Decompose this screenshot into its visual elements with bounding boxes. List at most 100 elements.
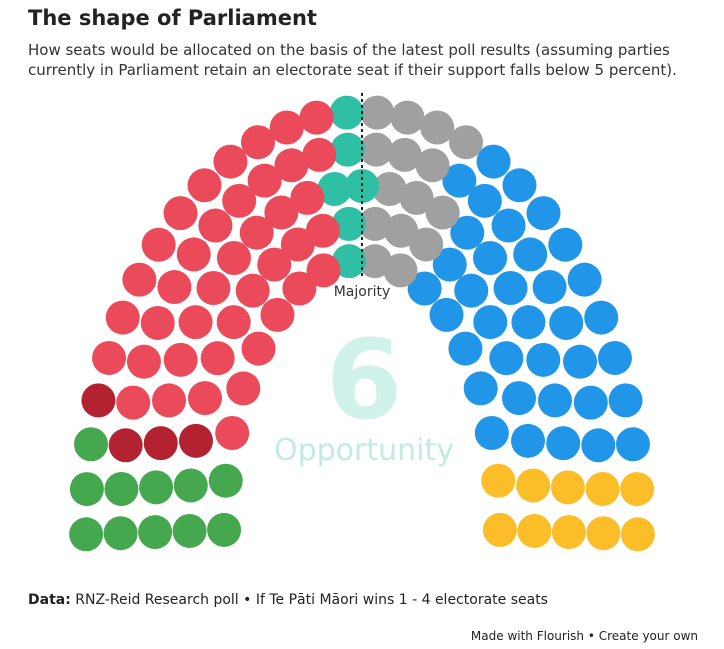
seat bbox=[517, 513, 552, 548]
credit: Made with Flourish • Create your own bbox=[470, 629, 698, 643]
seat bbox=[299, 100, 334, 135]
seat bbox=[584, 300, 619, 335]
seat bbox=[240, 125, 275, 160]
majority-label: Majority bbox=[334, 284, 391, 300]
seat bbox=[216, 241, 251, 276]
seat bbox=[467, 183, 502, 218]
seat bbox=[450, 215, 485, 250]
seat bbox=[359, 132, 394, 167]
seat bbox=[269, 110, 304, 145]
seat bbox=[187, 168, 222, 203]
seat bbox=[491, 208, 526, 243]
seat bbox=[383, 253, 418, 288]
seat bbox=[384, 213, 419, 248]
seat bbox=[163, 342, 198, 377]
seat bbox=[239, 215, 274, 250]
seat bbox=[108, 428, 143, 463]
seat bbox=[208, 463, 243, 498]
seat bbox=[331, 206, 366, 241]
seat bbox=[290, 180, 325, 215]
seat bbox=[473, 305, 508, 340]
seat bbox=[548, 227, 583, 262]
seat bbox=[138, 515, 173, 550]
seat bbox=[511, 423, 546, 458]
seat bbox=[317, 171, 352, 206]
seat bbox=[139, 470, 174, 505]
seat bbox=[141, 227, 176, 262]
seat bbox=[302, 137, 337, 172]
seat bbox=[216, 305, 251, 340]
seat bbox=[429, 297, 464, 332]
seat bbox=[207, 512, 242, 547]
seat bbox=[476, 144, 511, 179]
seat bbox=[104, 472, 139, 507]
seat bbox=[513, 237, 548, 272]
seat bbox=[116, 385, 151, 420]
chart: Majority 6 Opportunity bbox=[69, 93, 655, 552]
credit-link[interactable]: Create your own bbox=[598, 629, 698, 643]
seat bbox=[620, 472, 655, 507]
seat bbox=[332, 244, 367, 279]
seat bbox=[103, 516, 138, 551]
seat bbox=[482, 512, 517, 547]
seat bbox=[157, 270, 192, 305]
credit-text[interactable]: Made with Flourish bbox=[470, 629, 585, 643]
seat bbox=[526, 196, 561, 231]
source-label: Data: bbox=[28, 592, 71, 608]
seat bbox=[330, 132, 365, 167]
seat bbox=[260, 297, 295, 332]
seat bbox=[563, 344, 598, 379]
seat bbox=[178, 423, 213, 458]
seat bbox=[608, 383, 643, 418]
seat bbox=[425, 195, 460, 230]
seat bbox=[188, 381, 223, 416]
seat bbox=[200, 341, 235, 376]
seat bbox=[489, 341, 524, 376]
seat bbox=[282, 271, 317, 306]
seat bbox=[172, 513, 207, 548]
seat bbox=[92, 340, 127, 375]
chart-subtitle: How seats would be allocated on the basi… bbox=[28, 41, 677, 79]
seat bbox=[493, 271, 528, 306]
seat bbox=[264, 195, 299, 230]
seat bbox=[357, 244, 392, 279]
seat bbox=[551, 515, 586, 550]
source-text: RNZ-Reid Research poll • If Te Pāti Māor… bbox=[75, 592, 548, 608]
seat bbox=[222, 183, 257, 218]
seat bbox=[449, 125, 484, 160]
seat bbox=[69, 517, 104, 552]
seat bbox=[586, 516, 621, 551]
highlight-value: 6 bbox=[326, 316, 403, 444]
seat bbox=[173, 468, 208, 503]
seat bbox=[358, 206, 393, 241]
seat bbox=[581, 428, 616, 463]
seat bbox=[387, 137, 422, 172]
seat bbox=[329, 95, 364, 130]
seat bbox=[415, 148, 450, 183]
seat bbox=[567, 262, 602, 297]
seat bbox=[532, 270, 567, 305]
seat bbox=[126, 344, 161, 379]
seat bbox=[537, 383, 572, 418]
seat bbox=[550, 470, 585, 505]
seat bbox=[372, 171, 407, 206]
seat bbox=[409, 227, 444, 262]
seat bbox=[81, 383, 116, 418]
seat bbox=[69, 472, 104, 507]
chart-title: The shape of Parliament bbox=[28, 6, 317, 30]
seat bbox=[501, 381, 536, 416]
seat bbox=[516, 468, 551, 503]
seat bbox=[360, 95, 395, 130]
seat bbox=[226, 371, 261, 406]
seat bbox=[615, 427, 650, 462]
seat bbox=[163, 196, 198, 231]
seat bbox=[215, 415, 250, 450]
seat bbox=[407, 271, 442, 306]
seat bbox=[399, 180, 434, 215]
seat bbox=[176, 237, 211, 272]
seat bbox=[140, 305, 175, 340]
highlight-name: Opportunity bbox=[274, 433, 454, 468]
seat bbox=[420, 110, 455, 145]
seat bbox=[213, 144, 248, 179]
